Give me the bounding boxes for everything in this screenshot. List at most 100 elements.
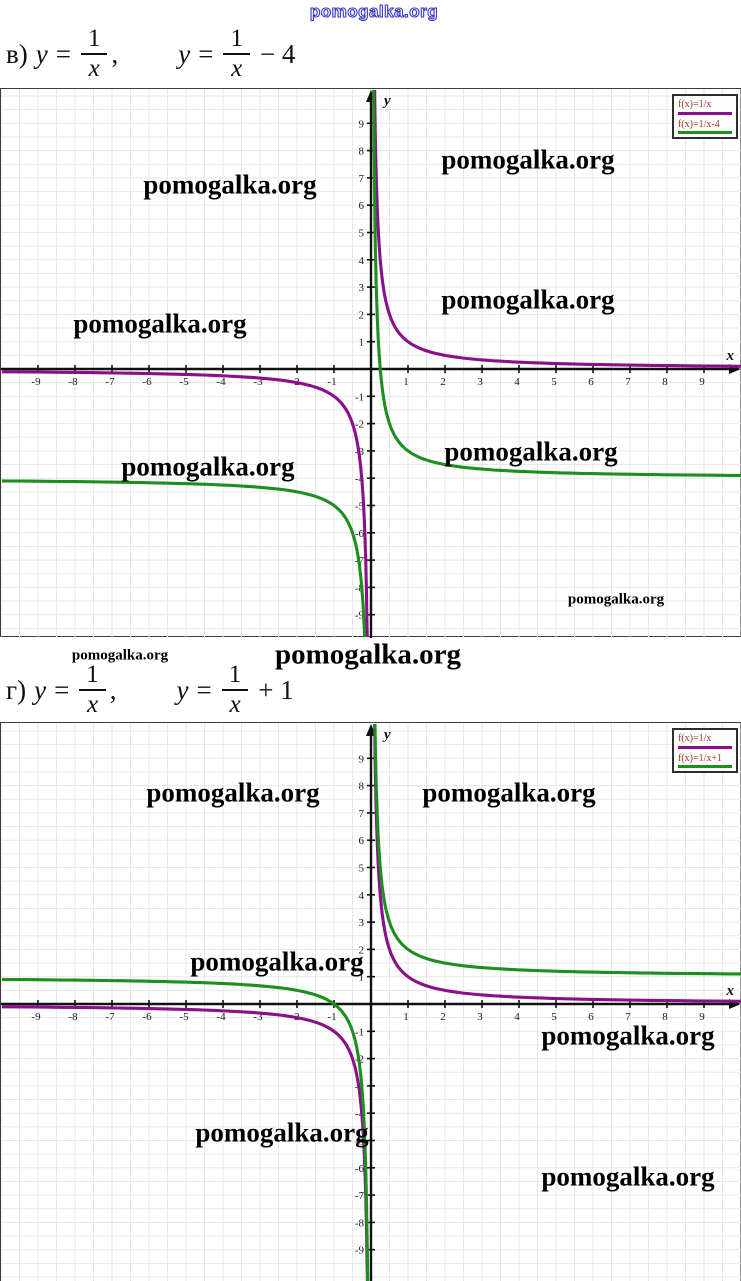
fraction-denominator: x <box>86 691 99 718</box>
y-tick-label: 4 <box>359 255 365 267</box>
fraction: 1 x <box>80 25 108 83</box>
legend-label: f(x)=1/x <box>678 99 712 110</box>
x-tick-label: 5 <box>551 1011 557 1023</box>
plot-y-1-over-x-and-minus-4: -9 -9 -8 -8 -7 -7 -6 -6 -5 -5 -4 -4 -3 -3 -2 -2 -1 -1 1 1 2 2… <box>0 88 741 638</box>
equation-lhs: y <box>178 38 191 69</box>
comma: , <box>109 674 117 705</box>
axes <box>1 727 738 1281</box>
legend-entry: f(x)=1/x+1 <box>678 752 732 768</box>
fraction: 1 x <box>79 661 106 719</box>
curves <box>2 90 741 637</box>
x-tick-label: 3 <box>477 1011 483 1023</box>
y-tick-label: 4 <box>359 890 365 902</box>
x-tick-label: -6 <box>142 1011 152 1023</box>
y-tick-label: 6 <box>359 200 365 212</box>
equals-sign: = <box>55 38 71 69</box>
equation-index-label: в) <box>6 38 28 69</box>
x-tick-label: -8 <box>68 1011 78 1023</box>
y-tick-label: 6 <box>359 835 365 847</box>
x-tick-label: -9 <box>31 376 41 388</box>
x-tick-label: 4 <box>514 1011 520 1023</box>
y-tick-label: -5 <box>355 1136 365 1148</box>
equation-v: в) y = 1 x , y = 1 x − 4 <box>6 22 295 86</box>
fraction-numerator: 1 <box>79 661 106 691</box>
y-tick-label: -2 <box>355 419 364 431</box>
legend: f(x)=1/x f(x)=1/x-4 <box>672 94 738 139</box>
y-tick-label: 2 <box>359 944 365 956</box>
y-tick-label: -8 <box>355 582 365 594</box>
legend-label: f(x)=1/x <box>678 733 712 744</box>
legend-color-bar <box>678 131 732 134</box>
x-tick-label: 8 <box>662 376 668 388</box>
y-tick-label: 5 <box>359 863 365 875</box>
x-tick-label: 1 <box>403 1011 409 1023</box>
y-tick-label: -6 <box>355 1163 365 1175</box>
legend-color-bar <box>678 745 732 749</box>
y-tick-label: 8 <box>359 781 365 793</box>
curve-f(x)=1/x <box>2 370 369 637</box>
x-axis-label: x <box>726 348 735 364</box>
x-tick-label: -5 <box>179 1011 189 1023</box>
x-tick-label: -3 <box>253 376 263 388</box>
x-tick-label: 7 <box>625 376 631 388</box>
y-tick-label: 2 <box>359 309 365 321</box>
x-tick-label: 4 <box>514 376 520 388</box>
axes <box>1 93 738 638</box>
x-tick-label: -7 <box>105 376 115 388</box>
y-tick-label: 9 <box>359 118 365 130</box>
site-watermark-top: pomogalka.org <box>309 1 439 21</box>
y-tick-label: -8 <box>355 1217 365 1229</box>
curve-f(x)=1/x-4 <box>2 479 367 637</box>
fraction-numerator: 1 <box>221 661 249 691</box>
y-tick-label: 7 <box>359 173 365 185</box>
x-tick-label: -5 <box>179 376 189 388</box>
x-tick-label: 5 <box>551 376 557 388</box>
fraction-numerator: 1 <box>80 25 108 55</box>
y-tick-label: -1 <box>355 391 364 403</box>
x-tick-label: -6 <box>142 376 152 388</box>
fraction-denominator: x <box>88 55 100 82</box>
y-axis-label: y <box>382 93 391 109</box>
tick-marks <box>37 757 705 1251</box>
legend-label: f(x)=1/x+1 <box>678 752 723 764</box>
y-tick-label: -9 <box>355 1245 365 1257</box>
legend-entry: f(x)=1/x <box>678 99 732 115</box>
legend-color-bar <box>678 765 732 768</box>
legend-color-bar <box>678 111 732 115</box>
y-tick-label: 9 <box>359 753 365 765</box>
legend-entry: f(x)=1/x <box>678 733 732 749</box>
y-tick-label: 1 <box>359 972 365 984</box>
function-plot-canvas: -9-9-8-8-7-7-6-6-5-5-4-4-3-3-2-2-1-11122… <box>1 89 741 638</box>
y-axis-label: y <box>382 727 391 743</box>
x-tick-label: -4 <box>216 376 226 388</box>
x-tick-label: 1 <box>403 376 409 388</box>
curve-f(x)=1/x+1 <box>2 977 370 1281</box>
y-tick-label: -6 <box>355 528 365 540</box>
legend-label: f(x)=1/x-4 <box>678 118 720 130</box>
equation-index-label: г) <box>6 674 27 705</box>
equation-g: г) y = 1 x , y = 1 x + 1 <box>6 658 294 722</box>
fraction-numerator: 1 <box>223 25 250 55</box>
equation-tail: + 1 <box>258 674 294 705</box>
y-tick-label: 7 <box>359 808 365 820</box>
plot-y-1-over-x-and-plus-1: -9 -9 -8 -8 -7 -7 -6 -6 -5 -5 -4 -4 -3 -3 -2 -2 -1 -1 1 1 2 2… <box>0 722 741 1281</box>
x-tick-label: -3 <box>253 1011 263 1023</box>
x-tick-label: 3 <box>477 376 483 388</box>
x-tick-label: 8 <box>662 1011 668 1023</box>
legend-entry: f(x)=1/x-4 <box>678 118 732 134</box>
x-tick-label: -7 <box>105 1011 115 1023</box>
y-tick-label: -9 <box>355 610 365 622</box>
curves <box>2 724 741 1281</box>
curve-f(x)=1/x+1 <box>373 724 741 976</box>
x-tick-label: 7 <box>625 1011 631 1023</box>
y-tick-label: 1 <box>359 337 365 349</box>
y-tick-label: -4 <box>355 473 365 485</box>
comma: , <box>111 38 119 69</box>
site-watermark: pomogalka.org <box>274 638 462 671</box>
curve-f(x)=1/x-4 <box>372 90 741 478</box>
x-tick-label: 9 <box>699 1011 705 1023</box>
equation-lhs: y <box>35 38 48 69</box>
fraction: 1 x <box>223 25 250 83</box>
legend: f(x)=1/x f(x)=1/x+1 <box>672 728 738 773</box>
